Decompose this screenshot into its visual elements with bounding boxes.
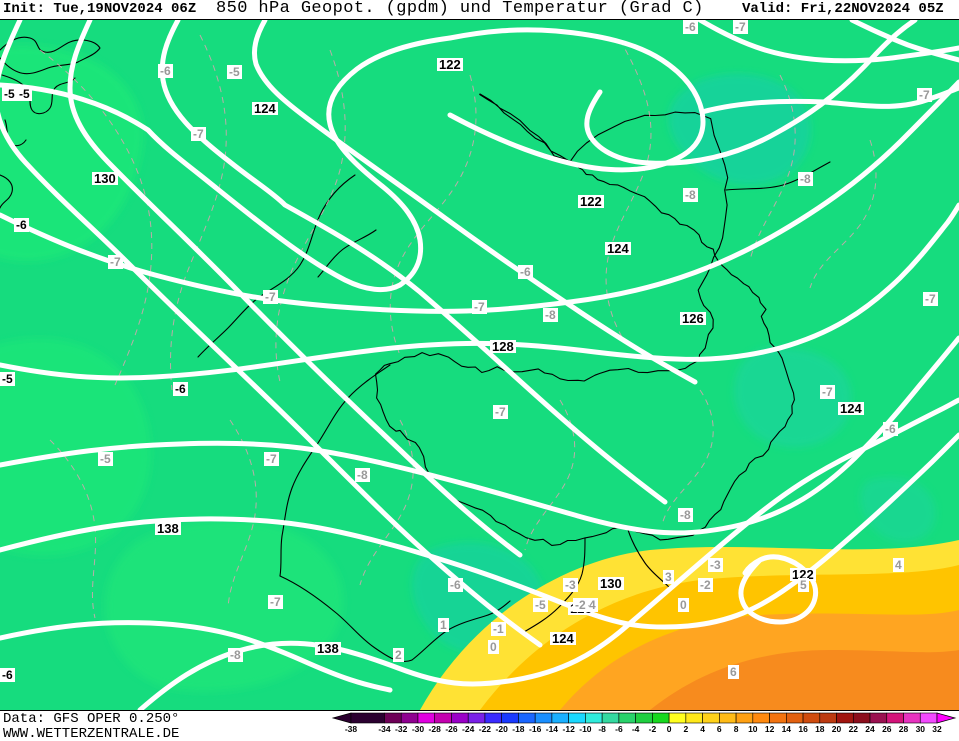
svg-text:-22: -22 [479, 724, 492, 734]
svg-text:-16: -16 [529, 724, 542, 734]
svg-text:-4: -4 [632, 724, 640, 734]
svg-text:20: 20 [832, 724, 842, 734]
svg-text:-2: -2 [649, 724, 657, 734]
svg-text:14: 14 [782, 724, 792, 734]
svg-text:-20: -20 [496, 724, 509, 734]
svg-text:12: 12 [765, 724, 775, 734]
svg-text:10: 10 [748, 724, 758, 734]
svg-text:22: 22 [849, 724, 859, 734]
svg-text:32: 32 [932, 724, 942, 734]
svg-text:-28: -28 [429, 724, 442, 734]
svg-text:-34: -34 [378, 724, 391, 734]
svg-text:-26: -26 [445, 724, 458, 734]
svg-text:-8: -8 [598, 724, 606, 734]
svg-text:30: 30 [916, 724, 926, 734]
svg-text:-24: -24 [462, 724, 475, 734]
svg-text:8: 8 [734, 724, 739, 734]
svg-text:-30: -30 [412, 724, 425, 734]
svg-text:4: 4 [700, 724, 705, 734]
svg-text:-6: -6 [615, 724, 623, 734]
svg-text:-12: -12 [563, 724, 576, 734]
svg-text:-32: -32 [395, 724, 408, 734]
svg-text:-38: -38 [345, 724, 358, 734]
svg-text:2: 2 [684, 724, 689, 734]
svg-text:24: 24 [865, 724, 875, 734]
svg-text:-10: -10 [579, 724, 592, 734]
svg-text:6: 6 [717, 724, 722, 734]
svg-text:-18: -18 [512, 724, 525, 734]
svg-text:16: 16 [798, 724, 808, 734]
svg-text:0: 0 [667, 724, 672, 734]
svg-text:26: 26 [882, 724, 892, 734]
svg-text:18: 18 [815, 724, 825, 734]
svg-text:-14: -14 [546, 724, 559, 734]
svg-text:28: 28 [899, 724, 909, 734]
